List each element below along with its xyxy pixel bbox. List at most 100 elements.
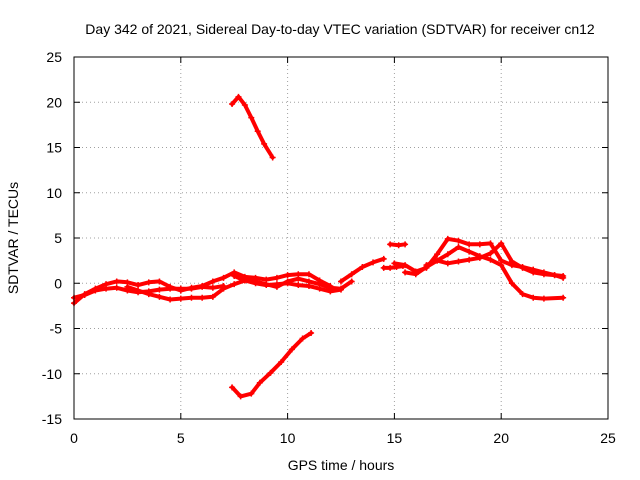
series-line	[125, 276, 354, 302]
data-point	[103, 285, 110, 292]
data-point	[252, 280, 259, 287]
data-point	[92, 287, 99, 294]
data-point	[395, 242, 402, 249]
data-point	[498, 262, 505, 269]
y-tick-label: 10	[46, 185, 62, 201]
axis-ticks: 0 5 10 15 20 25 -15 -10 -5 0 5 10 15 20 25	[42, 49, 616, 446]
data-point	[560, 294, 567, 301]
data-point	[551, 272, 558, 279]
data-point	[444, 260, 451, 267]
data-point	[231, 281, 238, 288]
data-point	[177, 285, 184, 292]
x-tick-label: 20	[493, 430, 509, 446]
data-point	[466, 241, 473, 248]
y-tick-label: -15	[42, 411, 62, 427]
y-tick-label: -10	[42, 366, 62, 382]
series-arc-e	[229, 93, 276, 161]
grid	[74, 57, 608, 419]
data-point	[387, 241, 394, 248]
y-tick-label: 5	[54, 230, 62, 246]
data-point	[508, 280, 515, 287]
data-point	[540, 295, 547, 302]
data-point	[278, 358, 285, 365]
data-point	[241, 101, 248, 108]
series-line	[339, 256, 386, 284]
y-tick-label: 0	[54, 275, 62, 291]
data-point	[209, 278, 216, 285]
data-point	[487, 256, 494, 263]
data-point	[487, 240, 494, 247]
data-point	[295, 282, 302, 289]
data-point	[229, 384, 236, 391]
data-point	[263, 282, 270, 289]
data-point	[348, 271, 355, 278]
data-point	[177, 295, 184, 302]
series-arc-g	[338, 255, 387, 285]
data-point	[284, 280, 291, 287]
data-point	[530, 269, 537, 276]
data-point	[402, 269, 409, 276]
data-point	[241, 277, 248, 284]
data-point	[370, 259, 377, 266]
data-point	[305, 282, 312, 289]
data-point	[434, 251, 441, 258]
data-point	[267, 369, 274, 376]
y-axis-label: SDTVAR / TECUs	[5, 182, 21, 294]
data-point	[248, 114, 255, 121]
data-point	[387, 264, 394, 271]
data-point	[124, 287, 131, 294]
chart-title: Day 342 of 2021, Sidereal Day-to-day VTE…	[85, 21, 595, 37]
data-point	[156, 286, 163, 293]
data-point	[167, 285, 174, 292]
y-tick-label: 15	[46, 140, 62, 156]
series-line	[381, 264, 405, 270]
data-point	[273, 281, 280, 288]
data-point	[220, 282, 227, 289]
data-point	[288, 346, 295, 353]
series-line	[230, 94, 275, 160]
data-point	[199, 294, 206, 301]
series-arc-f	[229, 330, 315, 400]
data-point	[229, 101, 236, 108]
x-tick-label: 0	[70, 430, 78, 446]
data-point	[423, 262, 430, 269]
data-point	[135, 289, 142, 296]
y-tick-label: -5	[50, 321, 63, 337]
x-tick-label: 5	[177, 430, 185, 446]
data-point	[248, 390, 255, 397]
data-point	[299, 335, 306, 342]
data-point	[295, 275, 302, 282]
data-point	[327, 288, 334, 295]
data-point	[476, 241, 483, 248]
data-point	[391, 260, 398, 267]
data-point	[273, 274, 280, 281]
data-point	[338, 286, 344, 293]
data-point	[113, 284, 120, 291]
data-point	[402, 241, 409, 248]
data-point	[412, 271, 419, 278]
series-arc-l	[423, 240, 567, 280]
data-point	[444, 251, 451, 258]
data-point	[455, 258, 462, 265]
data-point	[466, 248, 473, 255]
x-tick-label: 15	[387, 430, 403, 446]
data-point	[254, 128, 261, 135]
data-point	[199, 283, 206, 290]
data-point	[455, 237, 462, 244]
data-point	[284, 272, 291, 279]
data-point	[519, 264, 526, 271]
x-tick-label: 25	[600, 430, 616, 446]
data-point	[338, 278, 344, 285]
data-point	[135, 282, 142, 289]
data-point	[269, 154, 276, 161]
data-point	[316, 285, 323, 292]
data-point	[308, 330, 315, 337]
data-point	[444, 235, 451, 242]
data-point	[359, 263, 366, 270]
data-point	[540, 271, 547, 278]
data-point	[380, 255, 387, 262]
data-point	[402, 262, 409, 269]
data-point	[113, 278, 120, 285]
data-point	[498, 240, 505, 247]
